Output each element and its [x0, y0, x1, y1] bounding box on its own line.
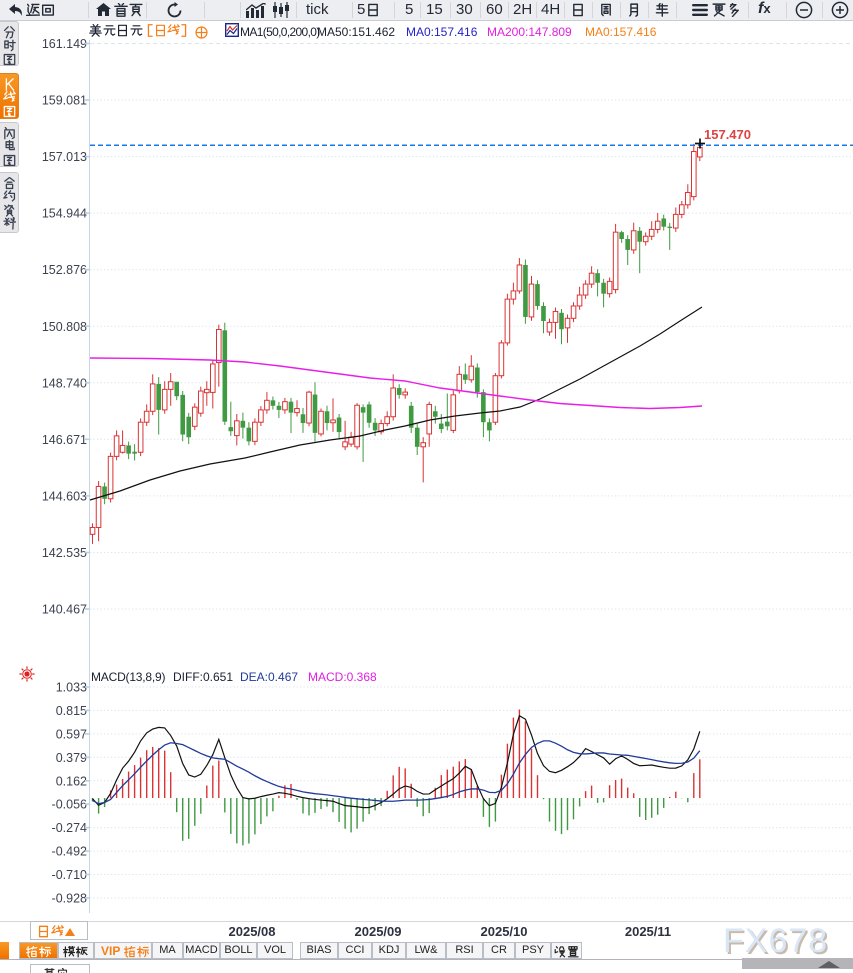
svg-text:148.740: 148.740	[42, 376, 87, 390]
svg-text:2025/09: 2025/09	[355, 924, 402, 939]
svg-text:142.535: 142.535	[42, 546, 87, 560]
svg-text:0.597: 0.597	[56, 727, 87, 741]
svg-text:-0.928: -0.928	[52, 892, 87, 906]
svg-text:159.081: 159.081	[42, 94, 87, 108]
svg-text:-0.492: -0.492	[52, 845, 87, 859]
svg-text:146.671: 146.671	[42, 433, 87, 447]
svg-text:152.876: 152.876	[42, 263, 87, 277]
svg-text:2025/11: 2025/11	[625, 924, 671, 939]
svg-text:2025/08: 2025/08	[229, 924, 276, 939]
svg-text:157.013: 157.013	[42, 150, 87, 164]
svg-text:150.808: 150.808	[42, 320, 87, 334]
svg-text:1.033: 1.033	[56, 681, 87, 695]
svg-text:154.944: 154.944	[42, 207, 87, 221]
svg-text:-0.710: -0.710	[52, 868, 87, 882]
svg-text:161.149: 161.149	[42, 37, 87, 51]
svg-text:-0.274: -0.274	[52, 821, 87, 835]
svg-text:140.467: 140.467	[42, 603, 87, 617]
svg-text:2025/10: 2025/10	[481, 924, 528, 939]
svg-text:0.162: 0.162	[56, 774, 87, 788]
svg-text:157.470: 157.470	[704, 127, 751, 142]
svg-text:0.815: 0.815	[56, 704, 87, 718]
svg-text:-0.056: -0.056	[52, 798, 87, 812]
svg-text:144.603: 144.603	[42, 489, 87, 503]
svg-text:0.379: 0.379	[56, 751, 87, 765]
